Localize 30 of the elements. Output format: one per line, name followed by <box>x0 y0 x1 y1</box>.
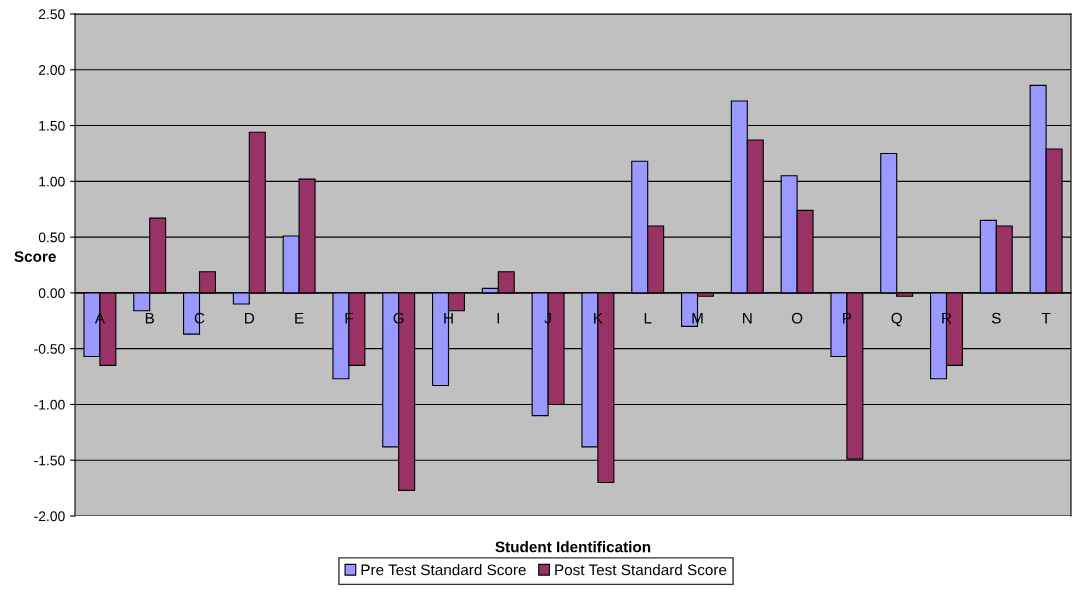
x-axis-title: Student Identification <box>495 541 651 553</box>
legend-label: Post Test Standard Score <box>555 564 727 576</box>
legend-label: Pre Test Standard Score <box>361 564 526 576</box>
y-tick-label: -0.50 <box>34 344 65 354</box>
x-tick-label: G <box>393 312 404 324</box>
x-tick-label: S <box>991 312 1001 324</box>
x-tick-label: F <box>345 312 353 324</box>
y-tick-label: -1.50 <box>34 455 65 466</box>
x-tick-label: B <box>145 312 154 324</box>
x-tick-label: T <box>1041 312 1051 324</box>
x-tick-label: I <box>497 312 500 324</box>
y-tick-label: 0.00 <box>38 288 65 299</box>
x-tick-label: D <box>245 312 255 324</box>
x-tick-label: Q <box>891 312 902 327</box>
x-tick-label: O <box>791 312 803 324</box>
y-tick-label: 2.50 <box>38 9 65 20</box>
x-tick-label: N <box>743 312 752 324</box>
x-tick-label: E <box>295 312 304 324</box>
y-tick-label: -2.00 <box>34 511 65 522</box>
x-tick-label: P <box>843 312 852 324</box>
x-tick-label: R <box>942 312 952 324</box>
x-tick-label: J <box>544 312 551 324</box>
y-tick-label: -1.00 <box>34 399 65 410</box>
y-tick-label: 1.00 <box>39 176 65 187</box>
y-axis-title: Score <box>14 251 56 262</box>
x-tick-label: L <box>644 312 652 324</box>
y-tick-label: 1.50 <box>39 120 65 131</box>
y-tick-label: 2.00 <box>38 65 65 75</box>
y-tick-label: 0.50 <box>38 232 65 243</box>
x-tick-label: A <box>94 312 105 324</box>
